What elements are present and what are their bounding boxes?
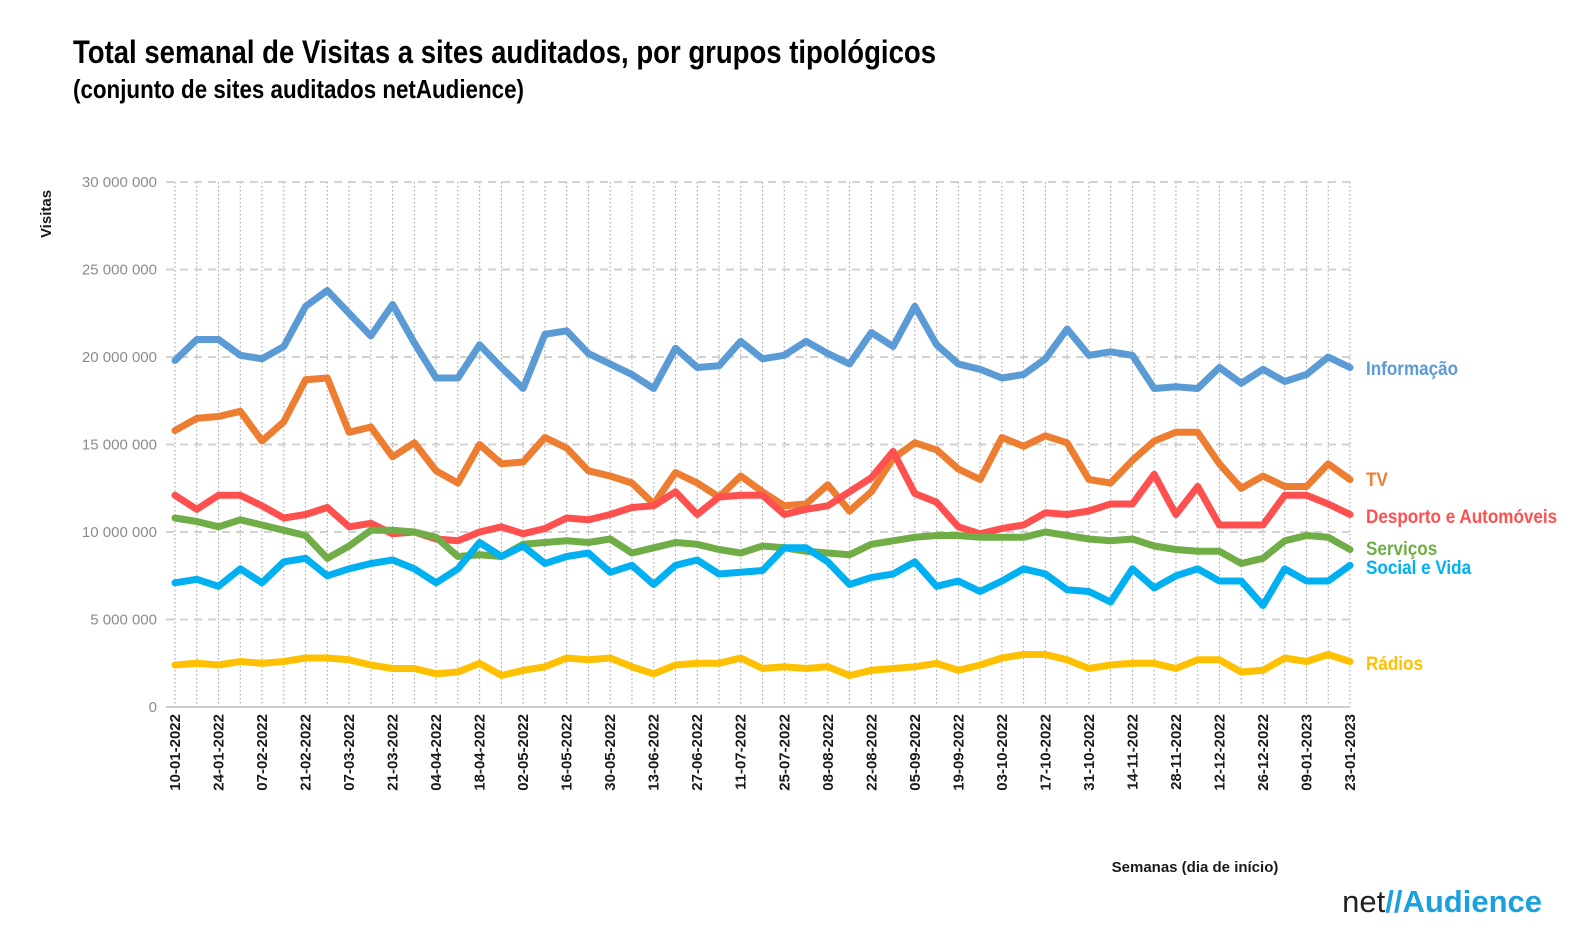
y-tick-label: 0 — [149, 699, 157, 716]
brand-slashes: // — [1385, 884, 1403, 919]
x-tick-label: 31-10-2022 — [1081, 714, 1098, 791]
x-tick-label: 13-06-2022 — [646, 714, 663, 791]
x-tick-label: 26-12-2022 — [1255, 714, 1272, 791]
series-line — [171, 448, 1354, 545]
x-tick-label: 18-04-2022 — [472, 714, 489, 791]
y-tick-label: 10 000 000 — [82, 524, 157, 541]
x-tick-label: 24-01-2022 — [211, 714, 228, 791]
brand-audience: Audience — [1402, 884, 1542, 919]
series-line — [171, 651, 1354, 679]
x-tick-label: 22-08-2022 — [863, 714, 880, 791]
series-label: Social e Vida — [1366, 557, 1472, 578]
series-line — [171, 514, 1354, 567]
x-tick-label: 21-02-2022 — [298, 714, 315, 791]
series-label: Informação — [1366, 358, 1458, 379]
y-tick-label: 20 000 000 — [82, 349, 157, 366]
netaudience-logo: net//Audience — [1342, 884, 1542, 920]
x-tick-label: 25-07-2022 — [776, 714, 793, 791]
chart-subtitle: (conjunto de sites auditados netAudience… — [73, 74, 524, 104]
series-line — [171, 539, 1354, 609]
series-line — [171, 287, 1354, 392]
x-tick-label: 17-10-2022 — [1037, 714, 1054, 791]
brand-net: net — [1342, 884, 1386, 919]
x-tick-label: 12-12-2022 — [1211, 714, 1228, 791]
y-tick-label: 25 000 000 — [82, 262, 157, 279]
x-axis-title: Semanas (dia de início) — [1112, 859, 1279, 876]
x-tick-label: 16-05-2022 — [559, 714, 576, 791]
x-tick-label: 27-06-2022 — [689, 714, 706, 791]
x-tick-label: 30-05-2022 — [602, 714, 619, 791]
y-axis-title: Visitas — [38, 190, 55, 238]
x-tick-label: 03-10-2022 — [994, 714, 1011, 791]
series-label: TV — [1366, 469, 1388, 490]
x-tick-label: 10-01-2022 — [167, 714, 184, 791]
series-label: Rádios — [1366, 653, 1423, 674]
y-tick-label: 15 000 000 — [82, 437, 157, 454]
x-tick-label: 11-07-2022 — [733, 714, 750, 790]
x-tick-label: 19-09-2022 — [950, 714, 967, 791]
series-label: Serviços — [1366, 538, 1437, 559]
y-tick-label: 30 000 000 — [82, 174, 157, 191]
chart-title: Total semanal de Visitas a sites auditad… — [73, 34, 936, 70]
x-tick-label: 23-01-2023 — [1342, 714, 1359, 791]
x-tick-label: 07-02-2022 — [254, 714, 271, 791]
x-tick-label: 02-05-2022 — [515, 714, 532, 791]
x-tick-label: 14-11-2022 — [1124, 714, 1141, 790]
x-tick-label: 09-01-2023 — [1298, 714, 1315, 791]
series-label: Desporto e Automóveis — [1366, 506, 1557, 527]
y-tick-label: 5 000 000 — [90, 612, 157, 629]
x-tick-label: 04-04-2022 — [428, 714, 445, 791]
x-tick-label: 08-08-2022 — [820, 714, 837, 791]
x-tick-label: 28-11-2022 — [1168, 714, 1185, 790]
x-tick-label: 21-03-2022 — [385, 714, 402, 791]
x-tick-label: 07-03-2022 — [341, 714, 358, 791]
x-tick-label: 05-09-2022 — [907, 714, 924, 791]
